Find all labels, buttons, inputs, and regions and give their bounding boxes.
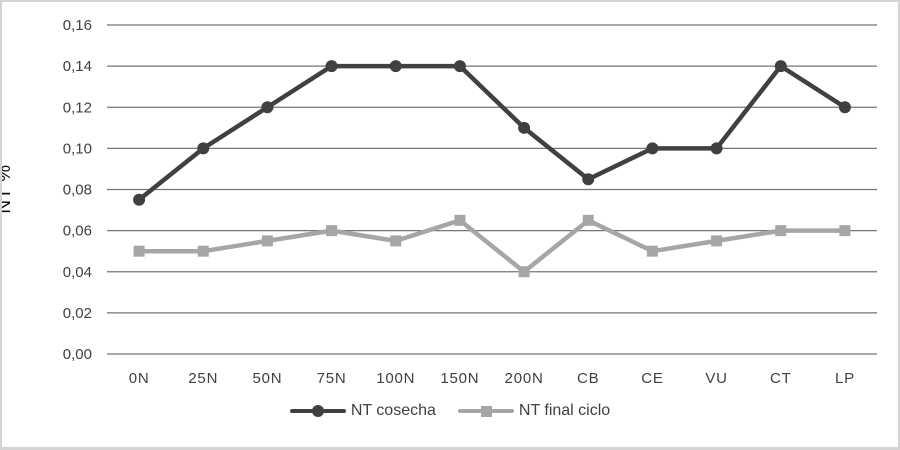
data-point-marker-nt-cosecha	[261, 101, 274, 114]
line-chart-plot-area: 0,00 0,02 0,04 0,06 0,08 0,10 0,12 0,14 0,16 0N 25…	[63, 17, 877, 387]
x-category-label: LP	[835, 370, 855, 387]
data-point-marker-nt-final-ciclo	[711, 235, 723, 247]
data-point-marker-nt-cosecha	[838, 101, 851, 114]
x-category-label: 0N	[129, 370, 150, 387]
data-point-marker-nt-cosecha	[710, 142, 723, 155]
data-point-marker-nt-final-ciclo	[390, 235, 402, 247]
y-tick-label: 0,12	[63, 99, 92, 116]
x-category-label: 150N	[440, 370, 479, 387]
data-point-marker-nt-final-ciclo	[454, 214, 466, 226]
x-category-label: CT	[770, 370, 792, 387]
legend-item-nt-cosecha: NT cosecha	[289, 402, 436, 420]
data-point-marker-nt-cosecha	[453, 60, 466, 73]
data-point-marker-nt-cosecha	[646, 142, 659, 155]
data-point-marker-nt-cosecha	[774, 60, 787, 73]
y-tick-label: 0,16	[63, 17, 92, 34]
y-tick-label: 0,02	[63, 305, 92, 322]
data-point-marker-nt-final-ciclo	[839, 225, 851, 237]
y-tick-label: 0,08	[63, 182, 92, 199]
x-category-label: CE	[641, 370, 663, 387]
x-category-label: 50N	[252, 370, 282, 387]
data-point-marker-nt-final-ciclo	[518, 266, 530, 278]
y-tick-label: 0,00	[63, 346, 92, 363]
data-point-marker-nt-final-ciclo	[197, 245, 209, 257]
legend-label-nt-final-ciclo: NT final ciclo	[518, 402, 611, 419]
data-point-marker-nt-cosecha	[518, 121, 531, 134]
chart-legend: NT cosecha NT final ciclo	[2, 402, 898, 420]
data-point-marker-nt-final-ciclo	[326, 225, 338, 237]
data-point-marker-nt-cosecha	[582, 173, 595, 186]
y-tick-label: 0,14	[63, 58, 92, 75]
x-category-label: CB	[577, 370, 599, 387]
data-point-marker-nt-final-ciclo	[133, 245, 145, 257]
x-category-label: VU	[705, 370, 727, 387]
legend-line-circle-marker-icon	[289, 404, 346, 418]
y-tick-label: 0,06	[63, 223, 92, 240]
legend-item-nt-final-ciclo: NT final ciclo	[457, 402, 611, 420]
x-category-label: 100N	[376, 370, 415, 387]
y-axis-title: NT %	[0, 164, 15, 214]
data-point-marker-nt-final-ciclo	[582, 214, 594, 226]
x-category-label: 25N	[188, 370, 218, 387]
y-tick-label: 0,10	[63, 140, 92, 157]
legend-label-nt-cosecha: NT cosecha	[350, 402, 436, 419]
data-point-marker-nt-final-ciclo	[646, 245, 658, 257]
data-point-marker-nt-final-ciclo	[261, 235, 273, 247]
data-point-marker-nt-cosecha	[389, 60, 402, 73]
data-point-marker-nt-final-ciclo	[775, 225, 787, 237]
y-tick-label: 0,04	[63, 264, 92, 281]
series-line-nt-cosecha	[136, 63, 848, 203]
x-category-label: 200N	[505, 370, 544, 387]
legend-line-square-marker-icon	[457, 404, 514, 418]
series-line-nt-final-ciclo	[136, 218, 848, 274]
data-point-marker-nt-cosecha	[197, 142, 210, 155]
x-category-label: 75N	[317, 370, 347, 387]
data-point-marker-nt-cosecha	[133, 193, 146, 206]
data-point-marker-nt-cosecha	[325, 60, 338, 73]
